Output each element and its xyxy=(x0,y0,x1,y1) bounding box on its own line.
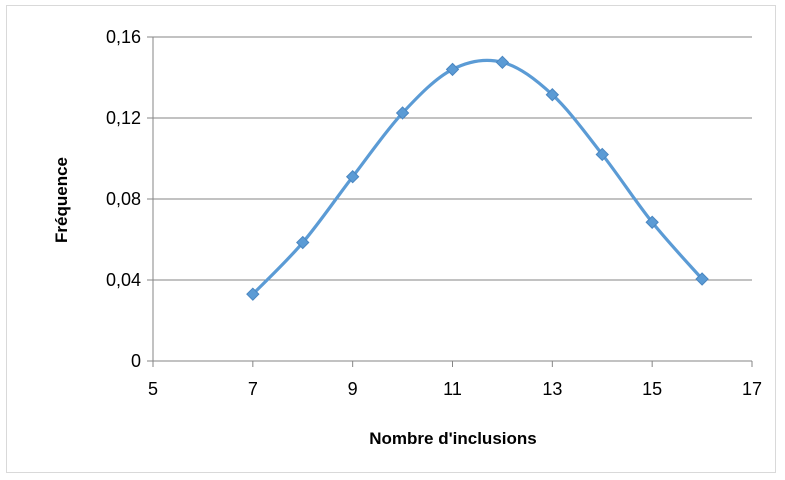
y-tick-label: 0,04 xyxy=(106,270,141,290)
x-tick-label: 5 xyxy=(148,379,158,399)
data-point-marker xyxy=(296,235,310,250)
x-tick-label: 15 xyxy=(642,379,662,399)
series-group xyxy=(246,55,709,301)
data-point-marker xyxy=(495,55,510,70)
data-point-marker xyxy=(445,62,460,77)
y-tick-label: 0 xyxy=(131,351,141,371)
axes xyxy=(147,36,753,367)
x-tick-label: 7 xyxy=(248,379,258,399)
x-tick-label: 9 xyxy=(348,379,358,399)
series-line xyxy=(251,58,704,296)
data-point-marker xyxy=(595,147,609,162)
data-point-marker xyxy=(645,215,659,229)
chart-frame xyxy=(6,5,776,473)
y-tick-label: 0,16 xyxy=(106,27,141,47)
y-tick-labels: 0 0,04 0,08 0,12 0,16 xyxy=(106,27,141,371)
data-point-marker xyxy=(695,272,709,286)
data-point-marker xyxy=(345,170,360,184)
y-tick-label: 0,12 xyxy=(106,108,141,128)
x-tick-label: 13 xyxy=(542,379,562,399)
x-axis-title: Nombre d'inclusions xyxy=(369,429,536,448)
data-point-marker xyxy=(545,88,560,102)
data-point-marker xyxy=(395,106,410,120)
x-tick-label: 11 xyxy=(443,379,462,399)
x-tick-labels: 5 7 9 11 13 15 17 xyxy=(148,379,762,399)
x-tick-label: 17 xyxy=(742,379,762,399)
grid-lines xyxy=(153,36,752,281)
y-tick-label: 0,08 xyxy=(106,189,141,209)
data-point-marker xyxy=(246,287,260,301)
y-axis-title: Fréquence xyxy=(52,157,71,243)
